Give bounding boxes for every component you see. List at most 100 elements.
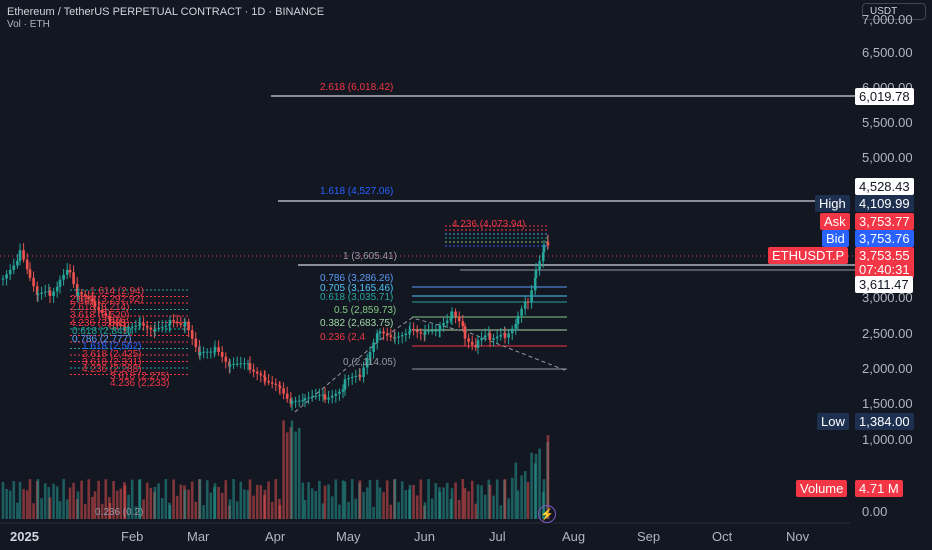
candle — [40, 292, 43, 294]
currency-button[interactable]: USDT — [862, 3, 926, 20]
fib-left-label: 1.618 (2,562) — [82, 341, 142, 352]
candle — [378, 331, 382, 334]
fib-left-label: 4.236 (2,288) — [82, 364, 142, 375]
candle — [108, 315, 111, 319]
volume-bar — [52, 483, 55, 519]
volume-bar — [190, 481, 194, 519]
volume-indicator-label[interactable]: Vol · ETH — [7, 19, 50, 30]
candle — [365, 358, 369, 368]
candle — [538, 261, 541, 270]
candle — [427, 330, 430, 332]
fib-left-label: 4.236 (2,233) — [110, 378, 170, 389]
candle — [187, 321, 190, 331]
volume-bar — [16, 502, 19, 519]
volume-bar — [80, 480, 83, 519]
fib-left-label: 4.236 (3,685) — [70, 318, 130, 329]
volume-bar — [235, 501, 239, 519]
candle — [278, 385, 282, 389]
candle — [507, 333, 510, 338]
candle — [526, 301, 530, 303]
volume-bar — [538, 448, 541, 519]
candle — [134, 325, 138, 327]
lightning-icon[interactable]: ⚡ — [538, 505, 556, 523]
volume-bar — [164, 479, 168, 519]
volume-bar — [318, 480, 321, 519]
volume-bar — [423, 502, 427, 519]
volume-bar — [516, 490, 520, 519]
candle — [198, 347, 201, 356]
candle — [127, 327, 130, 329]
candle — [246, 363, 250, 365]
price-tick-label: 5,500.00 — [862, 115, 913, 130]
candle — [263, 377, 267, 382]
volume-label: Volume — [796, 480, 848, 497]
volume-bar — [68, 487, 72, 519]
volume-bar — [168, 505, 172, 519]
candle — [400, 335, 404, 337]
volume-bar — [87, 479, 91, 519]
candle — [350, 376, 354, 379]
volume-bar — [91, 496, 94, 519]
volume-bar — [255, 484, 259, 519]
volume-bar — [514, 462, 518, 519]
month-label-nov: Nov — [786, 529, 810, 544]
volume-bar — [310, 488, 314, 519]
candle — [270, 382, 274, 384]
candle — [282, 388, 285, 394]
volume-bar — [307, 482, 310, 519]
candle — [294, 400, 297, 402]
month-label-apr: Apr — [265, 529, 286, 544]
candle — [461, 321, 465, 327]
volume-bar — [470, 480, 474, 519]
candle — [87, 296, 91, 299]
candle — [43, 291, 47, 293]
candle — [104, 313, 108, 316]
candle — [65, 269, 69, 275]
volume-bar — [149, 487, 153, 519]
volume-bar — [232, 479, 235, 519]
volume-bar — [503, 479, 507, 519]
candle — [397, 336, 400, 338]
ask-label: Ask — [820, 213, 850, 230]
volume-bar — [127, 494, 130, 519]
candle — [119, 324, 123, 326]
volume-bar — [179, 484, 183, 519]
month-label-oct: Oct — [712, 529, 733, 544]
volume-bar — [278, 504, 282, 519]
last-price-tag: 3,753.55 — [855, 247, 914, 264]
candle — [160, 326, 164, 328]
volume-bar — [239, 481, 243, 519]
volume-bar — [372, 506, 375, 519]
candle — [93, 301, 97, 307]
volume-bar — [83, 503, 87, 519]
candle — [404, 333, 408, 336]
volume-bar — [365, 487, 369, 519]
year-label: 2025 — [10, 529, 39, 544]
candle — [217, 347, 220, 352]
volume-bar — [58, 501, 62, 519]
candle — [520, 308, 523, 316]
candle — [385, 333, 389, 336]
candle — [168, 320, 172, 325]
candle — [22, 250, 25, 260]
volume-bar — [393, 479, 397, 519]
symbol-title[interactable]: Ethereum / TetherUS PERPETUAL CONTRACT ·… — [7, 6, 325, 18]
volume-bar — [270, 501, 274, 519]
candle — [183, 321, 187, 327]
candle — [142, 323, 145, 326]
volume-bar — [274, 479, 278, 519]
volume-bar — [523, 471, 527, 519]
candle — [130, 326, 134, 328]
volume-bar — [327, 484, 330, 519]
candle — [449, 318, 453, 321]
candle — [80, 292, 83, 295]
volume-bar — [142, 499, 145, 519]
volume-bar — [217, 486, 220, 519]
volume-bar — [12, 481, 16, 519]
candle — [546, 241, 550, 246]
high-label: High — [815, 195, 850, 212]
price-tick-label: 7,000.00 — [862, 12, 913, 27]
volume-bar — [507, 498, 510, 519]
candle — [474, 344, 478, 348]
